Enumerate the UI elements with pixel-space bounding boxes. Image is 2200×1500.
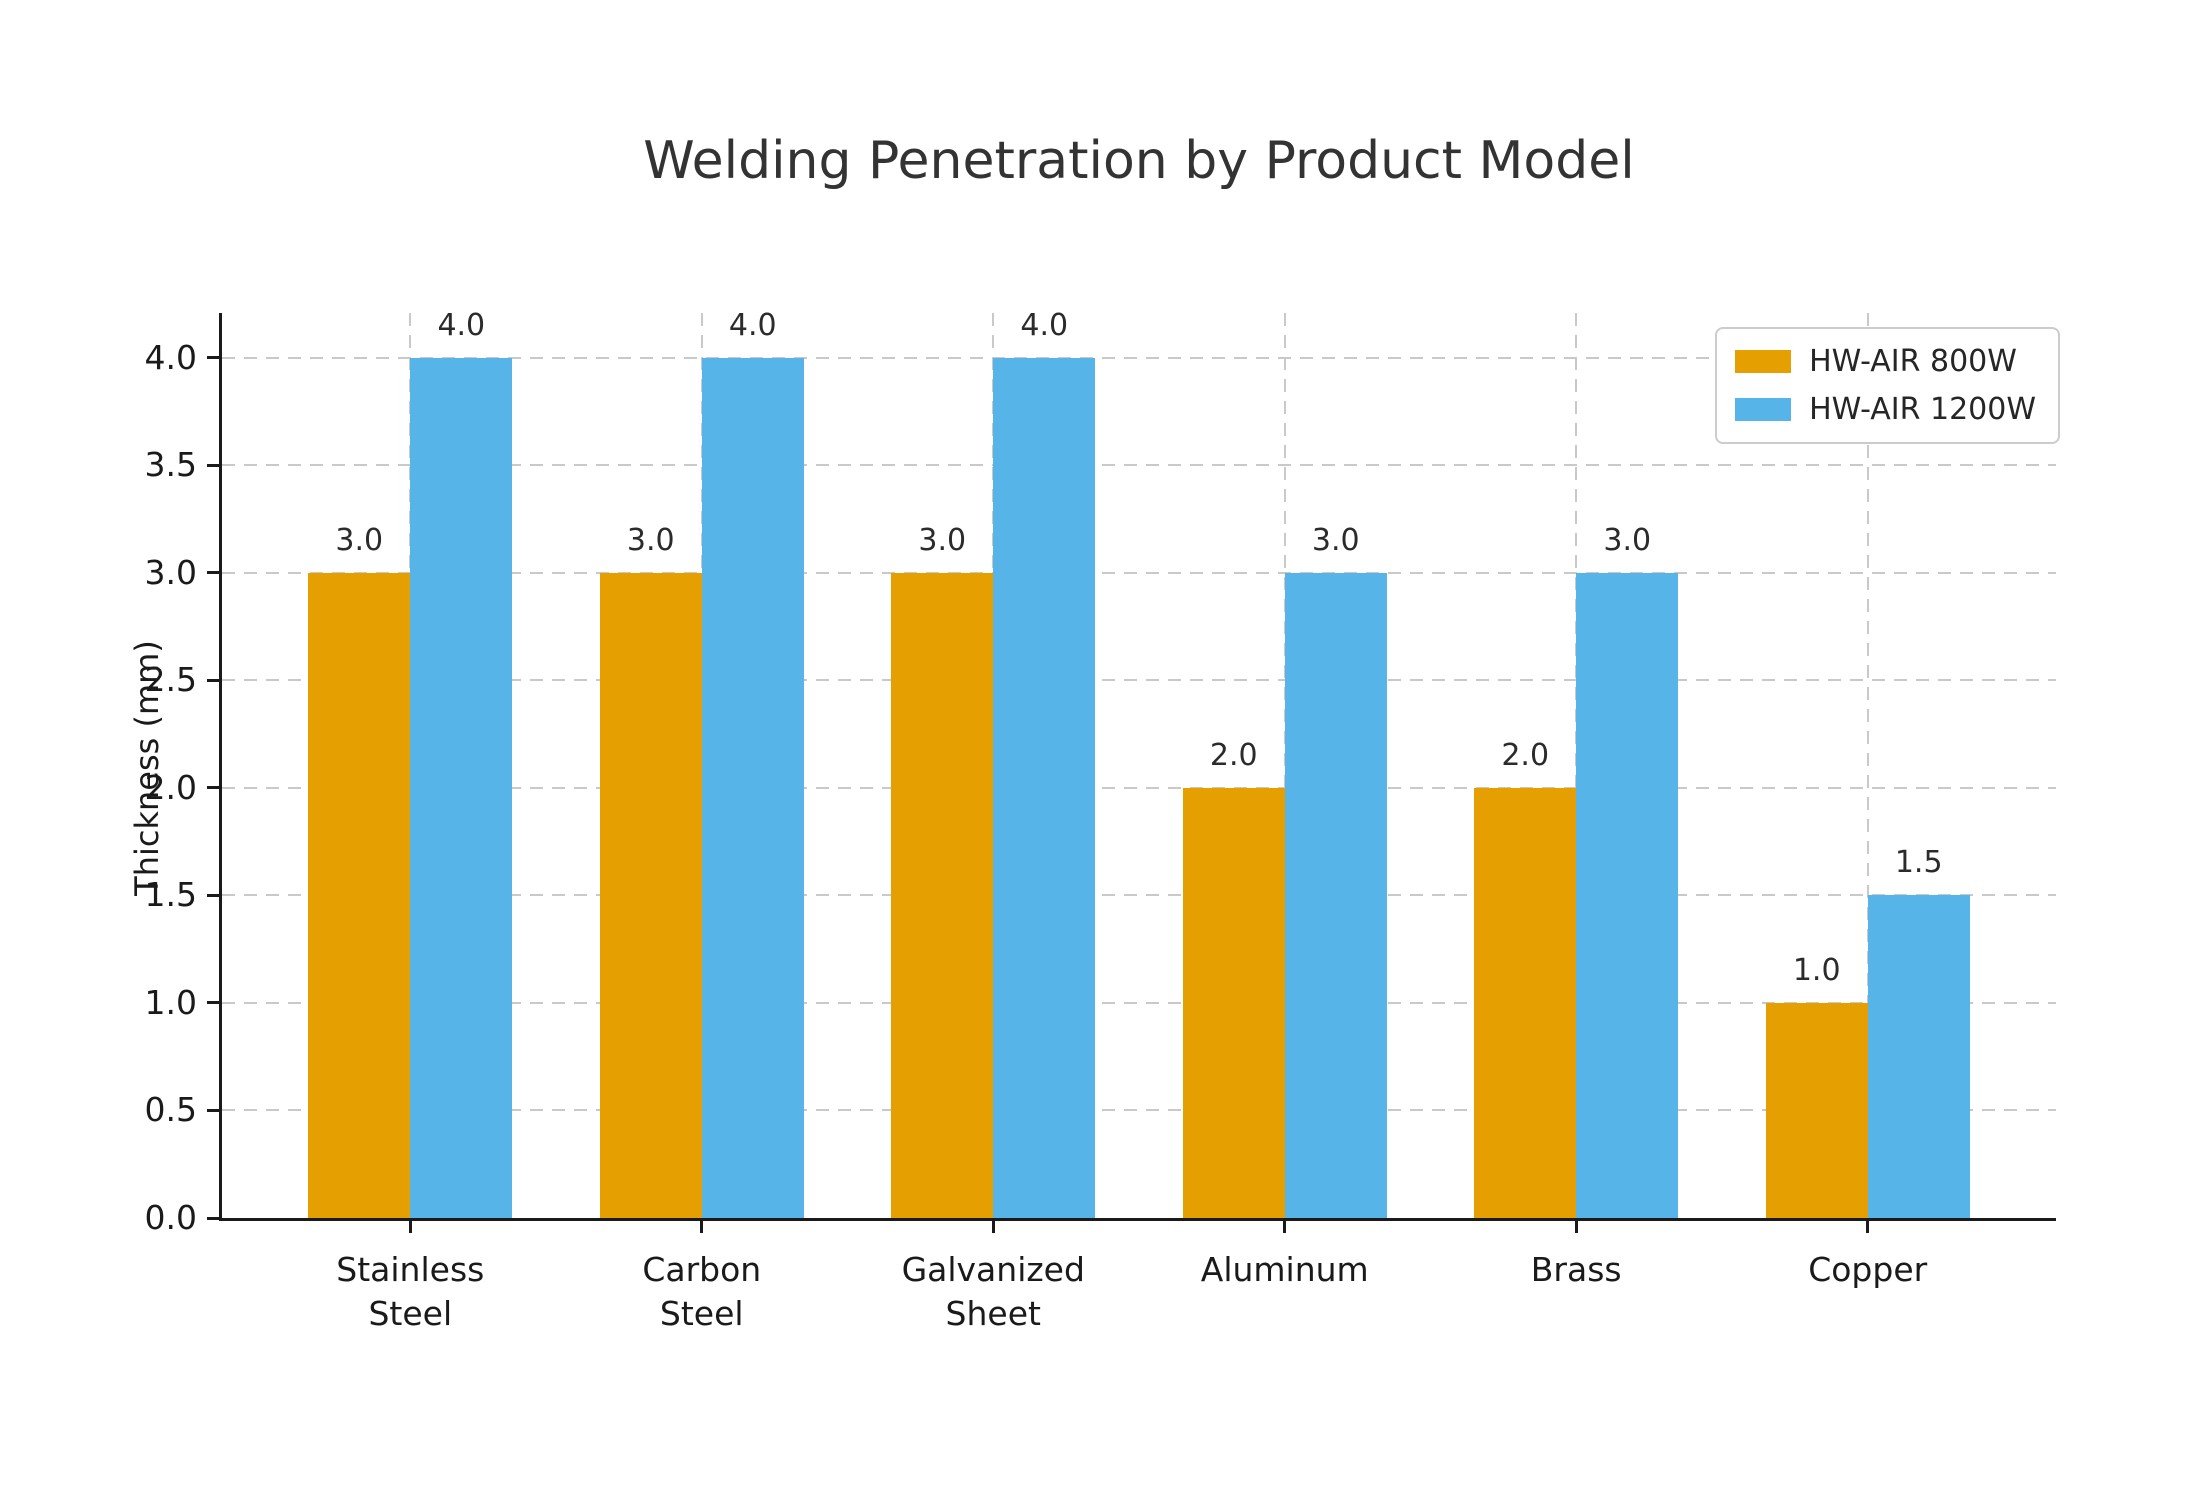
bar xyxy=(1182,787,1285,1218)
x-tick-label-line: Steel xyxy=(659,1294,744,1333)
bar-value-label: 4.0 xyxy=(728,307,777,343)
x-tick-label-line: Brass xyxy=(1530,1250,1622,1289)
x-axis-spine xyxy=(219,1218,2056,1221)
y-tick-mark xyxy=(207,463,219,467)
bar-value-label: 2.0 xyxy=(1501,737,1550,773)
x-tick-label: Aluminum xyxy=(1075,1248,1495,1292)
x-tick-label: Stainless Steel xyxy=(200,1248,620,1336)
x-tick-label-line: Carbon xyxy=(642,1250,762,1289)
bar xyxy=(891,572,994,1218)
y-tick-mark xyxy=(207,1001,219,1005)
bar xyxy=(1284,572,1387,1218)
bar-value-label: 4.0 xyxy=(1020,307,1069,343)
bar-value-label: 3.0 xyxy=(626,522,675,558)
x-tick-label: Galvanized Sheet xyxy=(783,1248,1203,1336)
x-tick-mark xyxy=(408,1221,412,1233)
legend-swatch xyxy=(1735,398,1792,421)
bar xyxy=(599,572,702,1218)
y-tick-mark xyxy=(207,1216,219,1220)
legend: HW-AIR 800W HW-AIR 1200W xyxy=(1715,327,2060,444)
v-gridline xyxy=(1866,313,1869,1218)
bar xyxy=(1576,572,1679,1218)
legend-entry: HW-AIR 800W xyxy=(1735,344,2036,379)
x-tick-mark xyxy=(991,1221,995,1233)
h-gridline xyxy=(222,894,2056,897)
x-tick-label-line: Steel xyxy=(368,1294,453,1333)
y-tick-mark xyxy=(207,678,219,682)
bar-value-label: 3.0 xyxy=(1603,522,1652,558)
bar-value-label: 1.5 xyxy=(1894,845,1943,881)
legend-swatch xyxy=(1735,350,1792,373)
bar xyxy=(410,357,513,1218)
legend-label: HW-AIR 800W xyxy=(1809,344,2017,379)
bar-value-label: 3.0 xyxy=(918,522,967,558)
bar-value-label: 3.0 xyxy=(335,522,384,558)
x-tick-mark xyxy=(1866,1221,1870,1233)
x-tick-mark xyxy=(1283,1221,1287,1233)
x-tick-mark xyxy=(700,1221,704,1233)
y-tick-mark xyxy=(207,356,219,360)
x-tick-label-line: Aluminum xyxy=(1200,1250,1369,1289)
x-tick-label: Carbon Steel xyxy=(492,1248,912,1336)
h-gridline xyxy=(222,464,2056,467)
x-tick-label-line: Galvanized xyxy=(901,1250,1085,1289)
y-tick-mark xyxy=(207,571,219,575)
y-tick-label: 2.5 xyxy=(144,660,197,700)
x-tick-mark xyxy=(1574,1221,1578,1233)
x-tick-label-line: Stainless xyxy=(336,1250,485,1289)
legend-label: HW-AIR 1200W xyxy=(1809,392,2036,427)
h-gridline xyxy=(222,1001,2056,1004)
y-tick-mark xyxy=(207,893,219,897)
bar-value-label: 4.0 xyxy=(437,307,486,343)
y-tick-label: 3.5 xyxy=(144,445,197,485)
x-tick-label-line: Copper xyxy=(1808,1250,1928,1289)
h-gridline xyxy=(222,786,2056,789)
bar xyxy=(308,572,411,1218)
y-tick-label: 1.0 xyxy=(144,982,197,1022)
y-axis-spine xyxy=(219,313,222,1218)
y-tick-label: 0.5 xyxy=(144,1090,197,1130)
y-tick-label: 4.0 xyxy=(144,337,197,377)
bar-value-label: 1.0 xyxy=(1792,952,1841,988)
h-gridline xyxy=(222,356,2056,359)
y-tick-label: 3.0 xyxy=(144,552,197,592)
legend-entry: HW-AIR 1200W xyxy=(1735,392,2036,427)
y-tick-label: 2.0 xyxy=(144,767,197,807)
chart-title: Welding Penetration by Product Model xyxy=(643,131,1635,191)
bar xyxy=(1867,895,1970,1218)
x-tick-label: Copper xyxy=(1658,1248,2078,1292)
bar xyxy=(1765,1003,1868,1218)
bar xyxy=(993,357,1096,1218)
h-gridline xyxy=(222,571,2056,574)
plot-area: 0.0 0.5 1.0 1.5 2.0 2.5 3.0 3.5 4.0 Stainless Stee… xyxy=(145,308,2056,1333)
h-gridline xyxy=(222,679,2056,682)
bar-value-label: 2.0 xyxy=(1209,737,1258,773)
x-tick-label-line: Sheet xyxy=(945,1294,1041,1333)
bar-value-label: 3.0 xyxy=(1311,522,1360,558)
y-tick-label: 1.5 xyxy=(144,875,197,915)
h-gridline xyxy=(222,1109,2056,1112)
y-tick-mark xyxy=(207,786,219,790)
bar xyxy=(701,357,804,1218)
x-tick-label: Brass xyxy=(1366,1248,1786,1292)
y-tick-mark xyxy=(207,1108,219,1112)
bar xyxy=(1474,787,1577,1218)
y-tick-label: 0.0 xyxy=(144,1198,197,1237)
